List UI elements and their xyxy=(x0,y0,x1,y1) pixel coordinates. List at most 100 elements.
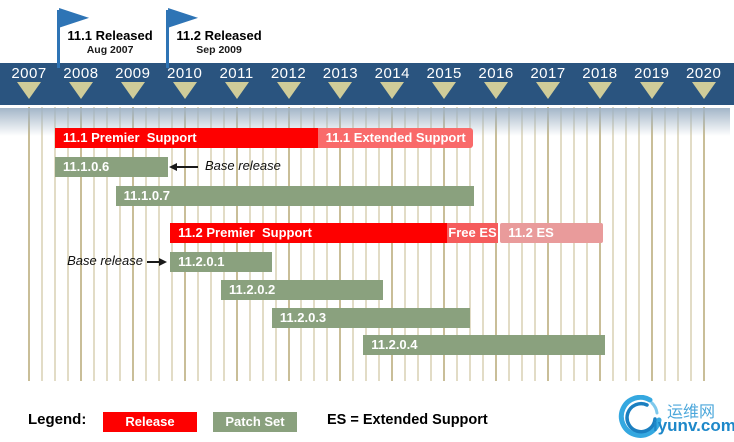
gridline-quarter xyxy=(417,107,420,381)
gridline-year-2007 xyxy=(28,107,30,381)
year-label-2008: 2008 xyxy=(63,65,99,82)
year-label-2016: 2016 xyxy=(478,65,514,82)
gridline-quarter xyxy=(534,107,537,381)
bar-11-1-extended-support: 11.1 Extended Support xyxy=(318,128,474,148)
year-marker-triangle-icon xyxy=(432,82,457,99)
legend-label: Legend: xyxy=(28,411,87,428)
gridline-quarter xyxy=(469,107,472,381)
gridline-quarter xyxy=(559,107,562,381)
gridline-quarter xyxy=(248,107,251,381)
gridline-quarter xyxy=(66,107,69,381)
year-label-2017: 2017 xyxy=(530,65,566,82)
year-marker-triangle-icon xyxy=(328,82,353,99)
gridline-quarter xyxy=(521,107,524,381)
flag-date: Sep 2009 xyxy=(196,44,242,56)
gridline-year-2015 xyxy=(443,107,446,381)
year-marker-triangle-icon xyxy=(536,82,560,99)
annotation-base-release: Base release xyxy=(67,253,143,268)
year-label-2007: 2007 xyxy=(11,65,47,82)
gridline-quarter xyxy=(508,107,511,381)
gridline-quarter xyxy=(105,107,108,381)
gridline-quarter xyxy=(40,107,43,381)
flag-label-11-1-released: 11.1 Released Aug 2007 xyxy=(60,28,160,56)
year-marker-triangle-icon xyxy=(587,82,612,99)
year-label-2015: 2015 xyxy=(426,65,462,82)
bar-11-2-0-1: 11.2.0.1 xyxy=(170,252,272,272)
gridline-quarter xyxy=(456,107,459,381)
year-label-2018: 2018 xyxy=(582,65,618,82)
gridline-quarter xyxy=(209,107,212,381)
flag-pole-2 xyxy=(166,10,170,68)
gridline-quarter xyxy=(676,107,679,381)
bar-11-2-0-2: 11.2.0.2 xyxy=(221,280,383,300)
year-marker-triangle-icon xyxy=(120,82,145,99)
annotation-arrow-line xyxy=(177,166,198,168)
annotation-arrow-line xyxy=(147,261,159,263)
gridline-quarter xyxy=(313,107,316,381)
gridline-quarter xyxy=(144,107,147,381)
gridline-quarter xyxy=(352,107,355,381)
gridline-quarter xyxy=(261,107,264,381)
gridline-year-2017 xyxy=(547,107,549,381)
flag-title: 11.1 Released xyxy=(67,28,153,43)
gridline-quarter xyxy=(222,107,225,381)
gridline-quarter xyxy=(365,107,368,381)
gridline-quarter xyxy=(482,107,485,381)
flag-label-11-2-released: 11.2 Released Sep 2009 xyxy=(169,28,269,56)
annotation-arrowhead-icon xyxy=(169,163,177,171)
gridline-year-2011 xyxy=(235,107,238,381)
gridline-quarter xyxy=(404,107,407,381)
year-label-2009: 2009 xyxy=(115,65,151,82)
year-marker-triangle-icon xyxy=(484,82,509,99)
gridline-quarter xyxy=(300,107,303,381)
year-label-2019: 2019 xyxy=(634,65,670,82)
gridline-year-2016 xyxy=(495,107,498,381)
flag-pole-1 xyxy=(57,10,61,68)
gridline-year-2009 xyxy=(131,107,134,381)
gridline-quarter xyxy=(92,107,95,381)
watermark-site-url[interactable]: iyunv.com xyxy=(653,416,734,435)
year-marker-triangle-icon xyxy=(17,82,41,99)
year-marker-triangle-icon xyxy=(68,82,93,99)
iyunv-logo-icon xyxy=(618,395,662,438)
legend-patchset-chip: Patch Set xyxy=(213,412,297,432)
flag-title: 11.2 Released xyxy=(176,28,262,43)
gridline-quarter xyxy=(274,107,277,381)
gridline-quarter xyxy=(157,107,160,381)
gridline-quarter xyxy=(637,107,640,381)
gridline-quarter xyxy=(170,107,173,381)
gridline-quarter xyxy=(572,107,575,381)
watermark[interactable]: 运维网 iyunv.com xyxy=(612,393,734,441)
bar-11-2-premier-support: 11.2 Premier Support xyxy=(170,223,447,243)
gridline-quarter xyxy=(53,107,56,381)
gridline-year-2008 xyxy=(79,107,82,381)
year-label-2014: 2014 xyxy=(374,65,410,82)
year-marker-triangle-icon xyxy=(639,82,664,99)
bar-11-2-0-4: 11.2.0.4 xyxy=(363,335,606,355)
bar-11-2-0-3: 11.2.0.3 xyxy=(271,308,471,328)
annotation-base-release: Base release xyxy=(205,158,281,173)
year-marker-triangle-icon xyxy=(276,82,301,99)
watermark-site-name-cn: 运维网 xyxy=(667,404,716,421)
legend-release-chip: Release xyxy=(103,412,197,432)
legend-es-note: ES = Extended Support xyxy=(327,412,488,428)
gridline-year-2012 xyxy=(287,107,290,381)
year-label-2010: 2010 xyxy=(167,65,203,82)
gridline-year-2019 xyxy=(650,107,653,381)
gridline-quarter xyxy=(326,107,329,381)
annotation-arrowhead-icon xyxy=(159,258,167,266)
gridline-quarter xyxy=(689,107,692,381)
gridline-quarter xyxy=(118,107,121,381)
gridline-year-2013 xyxy=(339,107,342,381)
year-axis-band: 2007 2008 2009 2010 2011 2012 2013 2014 2015 2016… xyxy=(0,63,734,105)
gridline-year-2014 xyxy=(391,107,394,381)
gridline-year-2018 xyxy=(598,107,601,381)
year-marker-triangle-icon xyxy=(172,82,197,99)
year-marker-triangle-icon xyxy=(691,82,716,99)
gridline-quarter xyxy=(430,107,433,381)
year-label-2020: 2020 xyxy=(686,65,722,82)
bar-11-1-premier-support: 11.1 Premier Support xyxy=(54,128,319,148)
gridline-year-2010 xyxy=(183,107,186,381)
